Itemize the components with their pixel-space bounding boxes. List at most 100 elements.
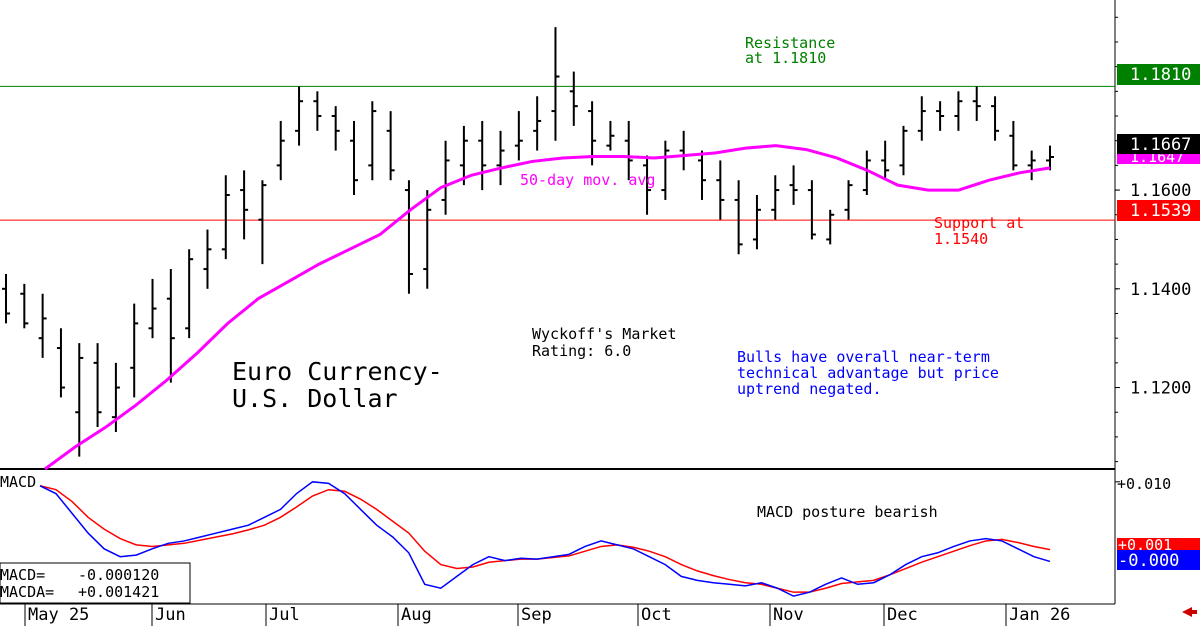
price-bar <box>972 86 981 121</box>
price-bar <box>331 106 340 151</box>
price-bar <box>496 130 505 186</box>
support-label-line2: 1.1540 <box>934 230 988 248</box>
macd-readout-box: MACD= -0.000120 MACDA= +0.001421 <box>0 562 191 604</box>
month-label: Oct <box>641 605 672 625</box>
price-bar <box>130 303 139 398</box>
price-bar <box>533 96 542 151</box>
price-bar <box>679 130 688 171</box>
price-bar <box>75 343 84 457</box>
price-bar <box>1009 120 1018 171</box>
price-bar <box>917 96 926 141</box>
price-axis-tick-label: 1.1600 <box>1130 181 1191 201</box>
price-bar <box>844 180 853 220</box>
price-bar <box>862 150 871 196</box>
price-bar <box>350 120 358 196</box>
price-bar <box>551 27 560 141</box>
rating-line2: Rating: 6.0 <box>532 342 631 360</box>
macda-tag-text: +0.001 <box>1118 536 1172 554</box>
price-bar <box>569 71 578 126</box>
macd-axis-tick: +0.010 <box>1117 475 1171 493</box>
month-label: Jun <box>155 605 186 625</box>
price-bar <box>221 175 230 260</box>
price-bar <box>295 86 304 146</box>
price-bar <box>258 180 267 265</box>
month-label: Dec <box>887 605 918 625</box>
month-label: May 25 <box>28 605 89 625</box>
price-bar <box>936 101 945 131</box>
price-bar <box>276 120 285 181</box>
commentary-line2: technical advantage but price <box>737 364 999 382</box>
price-bar <box>93 343 102 428</box>
price-bar <box>441 140 450 215</box>
resistance-label-line2: at 1.1810 <box>745 49 826 67</box>
price-bar <box>954 91 963 131</box>
price-bar <box>789 165 798 205</box>
moving-average-line <box>44 144 1051 471</box>
macda-readout-value: +0.001421 <box>78 583 159 601</box>
price-bar <box>734 180 743 255</box>
price-bar <box>606 120 615 151</box>
price-bar <box>771 175 780 220</box>
month-label: Nov <box>773 605 804 625</box>
price-bar <box>386 111 395 181</box>
price-bar <box>807 180 816 240</box>
price-bar <box>752 195 761 250</box>
price-axis-tick-label: 1.1200 <box>1130 379 1191 399</box>
macd-readout-label: MACD= <box>0 566 45 584</box>
price-bar <box>313 91 322 131</box>
price-bar <box>698 150 706 200</box>
support-tag: 1.1539 <box>1117 200 1200 221</box>
price-bar <box>881 140 890 181</box>
price-bar <box>1046 145 1054 171</box>
moving-average-label: 50-day mov. avg <box>520 171 655 189</box>
price-bar <box>20 283 29 329</box>
resistance-tag-text: 1.1810 <box>1130 65 1191 85</box>
month-label: Sep <box>521 605 552 625</box>
price-bar <box>423 190 432 289</box>
price-bar <box>624 120 633 181</box>
price-bar <box>148 278 157 339</box>
price-bar <box>56 328 65 398</box>
price-bar <box>203 229 212 289</box>
price-bar <box>38 293 47 358</box>
commentary-line1: Bulls have overall near-term <box>737 348 990 366</box>
price-bar <box>1027 150 1036 181</box>
price-bar <box>459 125 468 186</box>
macd-label: MACD <box>0 473 36 491</box>
macd-posture-label: MACD posture bearish <box>757 503 938 521</box>
price-bar <box>478 120 487 191</box>
price-bar <box>514 111 523 161</box>
price-bar <box>899 125 908 176</box>
macda-readout-label: MACDA= <box>0 583 54 601</box>
support-tag-text: 1.1539 <box>1130 201 1191 221</box>
macd-tag-text: -0.000 <box>1118 551 1179 571</box>
price-bar <box>588 101 597 166</box>
month-label: Jan 26 <box>1009 605 1070 625</box>
price-bar <box>166 269 175 383</box>
macd-line <box>39 481 1051 597</box>
price-bar <box>716 160 725 220</box>
month-label: Jul <box>269 605 300 625</box>
price-bar <box>185 249 194 339</box>
chart-title-line1: Euro Currency- <box>232 357 443 386</box>
macd-tag: -0.000 <box>1117 550 1200 571</box>
price-bar <box>991 96 1000 141</box>
price-bar <box>404 180 413 294</box>
chart-title-line2: U.S. Dollar <box>232 384 398 413</box>
last-price-tag: 1.1667 <box>1117 134 1200 155</box>
price-bar <box>368 101 377 181</box>
resistance-label-line1: Resistance <box>745 34 835 52</box>
rating-line1: Wyckoff's Market <box>532 325 677 343</box>
resistance-tag: 1.1810 <box>1117 64 1200 85</box>
price-bar <box>2 273 10 324</box>
month-label: Aug <box>401 605 432 625</box>
price-bar <box>826 209 835 245</box>
macda-tag: +0.001 <box>1117 536 1200 554</box>
scroll-arrow-icon[interactable] <box>1182 607 1197 617</box>
price-axis-tick-label: 1.1400 <box>1130 280 1191 300</box>
macd-readout-value: -0.000120 <box>78 566 159 584</box>
commentary-line3: uptrend negated. <box>737 380 882 398</box>
last-price-tag-text: 1.1667 <box>1130 135 1191 155</box>
support-label-line1: Support at <box>934 214 1024 232</box>
